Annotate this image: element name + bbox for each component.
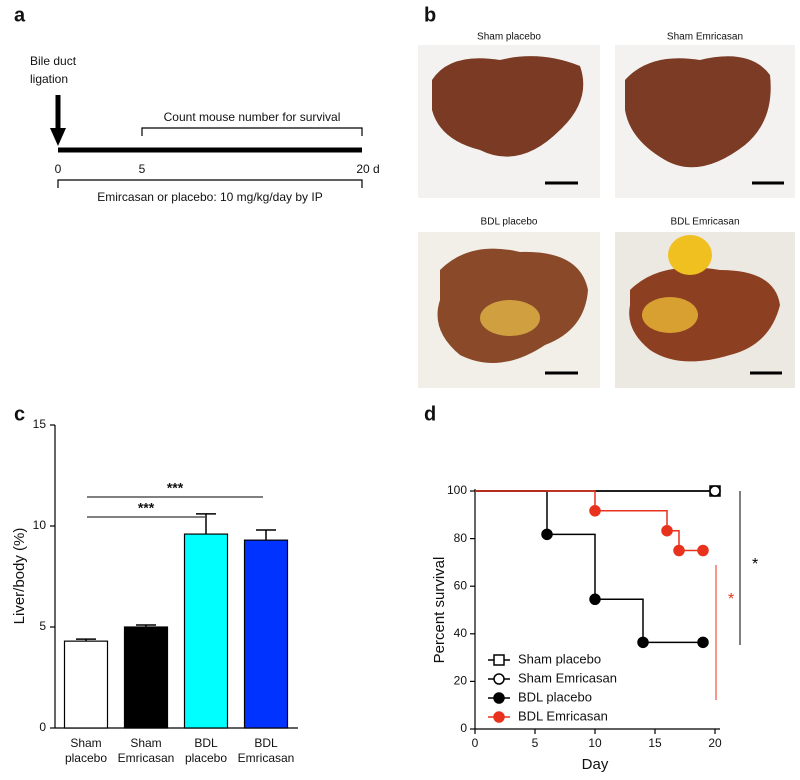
marker <box>673 544 685 557</box>
survival-step <box>475 490 596 511</box>
photo-title: BDL Emricasan <box>670 217 739 228</box>
y-tick-label: 80 <box>454 531 468 545</box>
x-tick-label: BDL placebo <box>185 736 227 765</box>
event-label: Bile duct <box>30 54 77 68</box>
x-tick-label: Sham placebo <box>65 736 107 765</box>
marker <box>589 593 601 606</box>
timeline-label: 5 <box>139 162 146 176</box>
x-tick-label: 20 <box>708 736 722 750</box>
y-axis-label: Percent survival <box>431 557 448 664</box>
significance-label: * <box>752 556 758 573</box>
legend-label: Sham placebo <box>518 651 601 666</box>
legend-marker <box>493 654 505 666</box>
x-tick-label: 15 <box>648 736 662 750</box>
survival-label: Count mouse number for survival <box>164 110 341 124</box>
marker <box>709 485 721 497</box>
significance-label: *** <box>138 500 155 516</box>
marker <box>541 528 553 541</box>
survival-step <box>547 533 596 600</box>
panel-label: b <box>424 4 436 26</box>
x-tick-label: Sham Emricasan <box>118 736 175 765</box>
survival-bracket <box>141 127 363 136</box>
x-axis-label: Day <box>582 756 609 773</box>
y-tick-label: 10 <box>33 518 47 532</box>
legend-marker <box>493 692 505 704</box>
bar <box>243 539 289 729</box>
marker <box>697 544 709 557</box>
y-tick-label: 100 <box>447 483 467 497</box>
survival-step <box>595 598 644 643</box>
x-tick-label: 5 <box>532 736 539 750</box>
significance-label: *** <box>167 480 184 496</box>
panel-label: c <box>14 403 25 425</box>
liver-photo <box>615 45 795 198</box>
y-tick-label: 5 <box>39 619 46 633</box>
treatment-label: Emircasan or placebo: 10 mg/kg/day by IP <box>97 190 322 204</box>
survival-step <box>595 510 668 531</box>
timeline-label: 20 d <box>356 162 379 176</box>
significance-label: * <box>728 591 734 608</box>
bar <box>63 640 109 729</box>
legend-label: BDL Emricasan <box>518 708 608 723</box>
legend-marker <box>493 673 505 685</box>
legend-label: Sham Emricasan <box>518 670 617 685</box>
panel-label: d <box>424 403 436 425</box>
timeline-label: 0 <box>55 162 62 176</box>
photo-title: Sham Emricasan <box>667 32 743 43</box>
photo-title: Sham placebo <box>477 32 541 43</box>
treatment-bracket <box>57 179 363 188</box>
marker <box>589 505 601 517</box>
marker <box>661 524 673 537</box>
x-tick-label: 0 <box>472 736 479 750</box>
arrow-head <box>50 128 66 146</box>
legend-marker <box>493 711 505 723</box>
bar <box>183 533 229 729</box>
survival-step <box>475 490 548 535</box>
y-tick-label: 0 <box>460 721 467 735</box>
y-tick-label: 40 <box>454 626 468 640</box>
liver-photo <box>615 232 795 388</box>
y-tick-label: 0 <box>39 720 46 734</box>
y-tick-label: 20 <box>454 674 468 688</box>
y-axis-label: Liver/body (%) <box>11 528 28 625</box>
marker <box>697 636 709 649</box>
x-tick-label: 10 <box>588 736 602 750</box>
event-label: ligation <box>30 72 68 86</box>
photo-title: BDL placebo <box>481 217 538 228</box>
panel-label: a <box>14 4 26 26</box>
legend-label: BDL placebo <box>518 689 592 704</box>
y-tick-label: 15 <box>33 417 47 431</box>
marker <box>637 636 649 649</box>
liver-photo <box>418 45 600 198</box>
x-tick-label: BDL Emricasan <box>238 736 295 765</box>
bar <box>123 626 169 729</box>
liver-photo <box>418 232 600 388</box>
y-tick-label: 60 <box>454 578 468 592</box>
